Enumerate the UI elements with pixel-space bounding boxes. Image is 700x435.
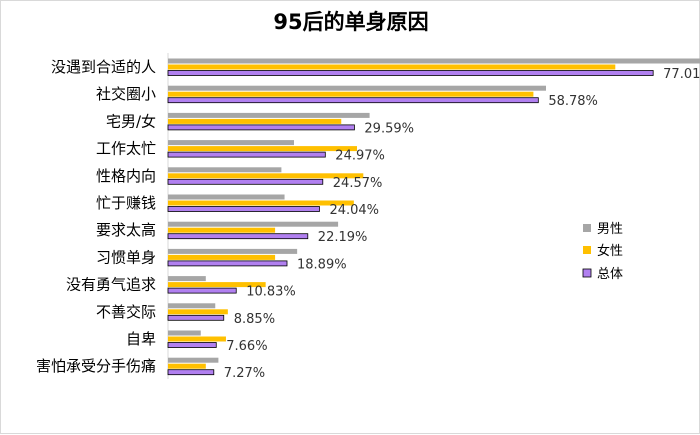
data-label: 10.83% (246, 285, 296, 300)
legend-label: 女性 (597, 243, 623, 259)
data-label: 7.66% (226, 339, 267, 354)
legend-swatch (583, 246, 591, 254)
data-label: 24.04% (329, 203, 379, 218)
category-label: 要求太高 (96, 221, 156, 239)
bar-male (168, 248, 298, 254)
data-label: 8.85% (234, 312, 275, 327)
bar-female (168, 146, 357, 152)
bar-female (168, 363, 206, 369)
data-label: 24.57% (333, 176, 383, 191)
bar-male (168, 357, 219, 363)
bar-female (168, 309, 228, 315)
data-label: 29.59% (364, 121, 414, 136)
category-label: 没遇到合适的人 (51, 58, 156, 76)
legend-swatch (583, 224, 591, 232)
bar-total (167, 70, 654, 76)
category-label: 忙于赚钱 (96, 194, 156, 212)
bar-male (168, 194, 285, 200)
data-label: 77.01% (663, 67, 700, 82)
data-label: 7.27% (224, 366, 265, 381)
category-label: 性格内向 (96, 167, 156, 185)
bar-male (168, 167, 282, 173)
bar-male (168, 112, 370, 118)
bar-female (168, 200, 354, 206)
bar-total (167, 178, 324, 185)
bar-male (168, 330, 201, 336)
category-label: 宅男/女 (106, 112, 156, 130)
bar-total (167, 151, 326, 158)
data-label: 22.19% (318, 230, 368, 245)
bar-male (168, 276, 206, 282)
category-label: 害怕承受分手伤痛 (36, 357, 156, 375)
bar-total (167, 287, 237, 294)
bar-female (168, 118, 342, 124)
data-label: 24.97% (335, 149, 385, 164)
category-label: 不善交际 (96, 303, 156, 321)
bar-total (167, 342, 217, 348)
legend-label: 总体 (597, 267, 623, 282)
bar-male (168, 140, 294, 146)
legend-swatch (582, 268, 592, 278)
bar-female (168, 282, 266, 288)
data-label: 58.78% (548, 94, 598, 109)
bar-total (167, 260, 288, 267)
bar-male (168, 221, 339, 227)
bar-total (167, 97, 539, 104)
category-label: 社交圈小 (96, 85, 156, 103)
legend-item: 女性 (583, 243, 623, 259)
bar-female (168, 336, 226, 342)
category-label: 自卑 (126, 330, 156, 348)
category-label: 习惯单身 (96, 248, 156, 266)
legend-item: 总体 (582, 267, 623, 282)
bar-female (168, 91, 534, 97)
category-label: 没有勇气追求 (66, 276, 156, 294)
bar-total (167, 233, 309, 240)
legend-item: 男性 (583, 222, 623, 237)
bar-total (167, 206, 320, 212)
chart-title: 95后的单身原因 (273, 10, 429, 34)
bar-male (168, 85, 546, 91)
bar-total (167, 369, 215, 376)
data-label: 18.89% (297, 257, 347, 272)
category-label: 工作太忙 (96, 140, 156, 158)
bar-male (168, 58, 700, 64)
legend-label: 男性 (597, 222, 623, 237)
bar-female (168, 173, 364, 179)
bar-female (168, 227, 276, 233)
bar-total (167, 314, 225, 321)
bar-female (168, 64, 616, 70)
bar-female (168, 254, 276, 260)
bar-male (168, 303, 216, 309)
bar-total (167, 124, 355, 131)
